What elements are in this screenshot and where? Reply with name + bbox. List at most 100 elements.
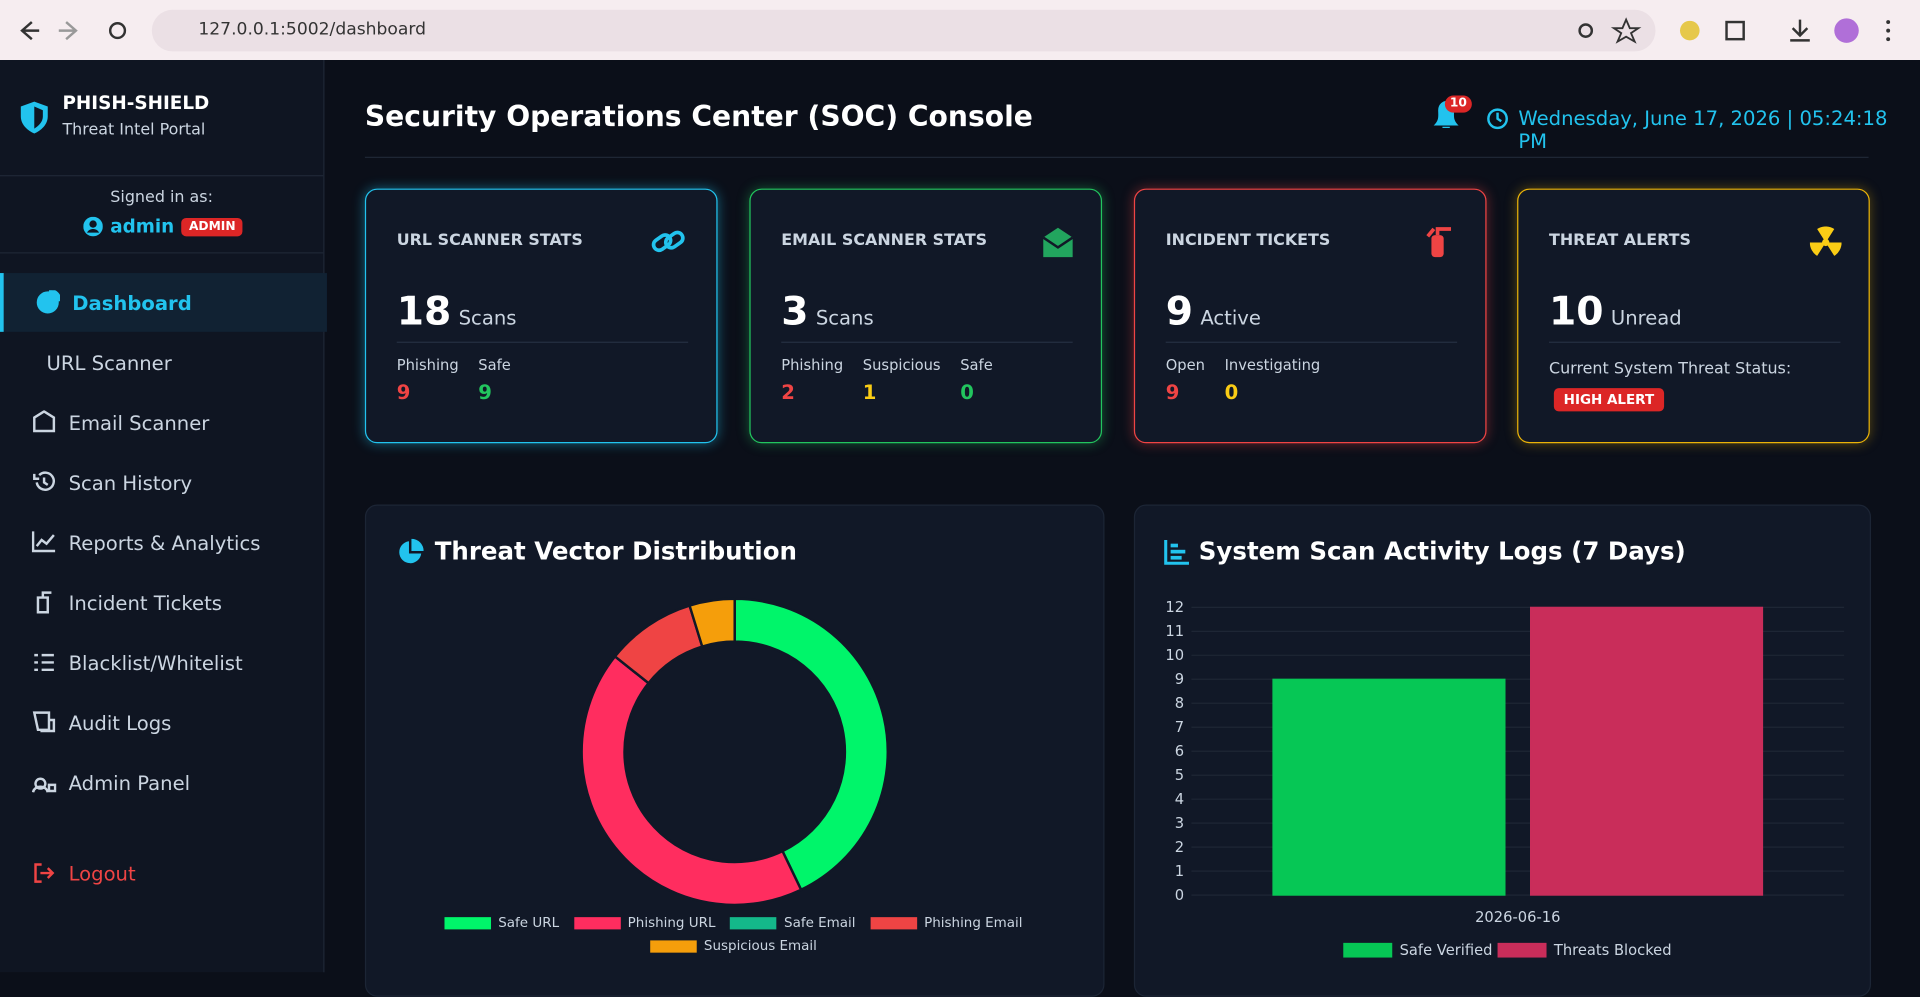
datetime: Wednesday, June 17, 2026 | 05:24:18 PM — [1518, 106, 1888, 154]
nav-icon-shape — [31, 531, 56, 553]
nav-icon-shape — [33, 410, 56, 433]
nav-icon — [36, 290, 61, 314]
nav-label[interactable]: Dashboard — [72, 290, 192, 315]
nav-icon — [32, 711, 56, 733]
stat-card: INCIDENT TICKETS 9 Active Open 9 Investiga… — [1133, 188, 1487, 444]
stat-value: 9 — [1165, 380, 1180, 405]
card-stats: Open 9 Investigating 0 — [1166, 356, 1321, 404]
nav-icon-shape — [34, 653, 54, 672]
chart-title: Threat Vector Distribution — [434, 536, 797, 566]
address-bar[interactable] — [151, 9, 1656, 52]
nav-item[interactable]: URL Scanner — [0, 333, 323, 392]
card-title: THREAT ALERTS — [1548, 231, 1691, 250]
extinguisher-icon — [1426, 227, 1452, 258]
bell[interactable] — [1430, 95, 1474, 135]
card-stats: Phishing 2 Suspicious 1 Safe 0 — [781, 356, 993, 404]
y-tick-label: 3 — [1175, 815, 1184, 832]
card-value: 18 — [396, 287, 452, 335]
card-title: URL SCANNER STATS — [396, 231, 583, 250]
bar-icon — [1164, 540, 1189, 565]
nav-label[interactable]: Email Scanner — [68, 410, 210, 435]
y-tick-label: 5 — [1175, 767, 1184, 784]
divider — [396, 341, 689, 343]
card-value-row: 18 Scans — [397, 288, 517, 335]
status-badge: HIGH ALERT — [1553, 388, 1664, 412]
legend-swatch — [870, 916, 917, 929]
x-tick-label: 2026-06-16 — [1475, 909, 1560, 926]
nav-label[interactable]: Audit Logs — [68, 710, 172, 735]
stat-value: 2 — [781, 380, 795, 405]
nav-item[interactable]: Audit Logs — [0, 693, 323, 752]
browser-icons[interactable] — [1567, 17, 1898, 44]
nav-label[interactable]: Scan History — [68, 470, 193, 495]
legend: Safe URL Phishing URL Safe Email Phishing E… — [440, 915, 1028, 954]
stat-card: URL SCANNER STATS 18 Scans Phishing 9 Safe… — [364, 188, 718, 444]
nav-icon — [31, 531, 56, 553]
chart-card: Threat Vector Distribution Safe URL Phish… — [364, 504, 1105, 997]
legend-label: Suspicious Email — [703, 937, 817, 954]
nav-item[interactable]: Blacklist/Whitelist — [0, 633, 323, 692]
donut-slice — [688, 597, 736, 649]
mail-icon — [1042, 227, 1074, 258]
legend-label: Phishing Email — [924, 914, 1023, 931]
url[interactable]: 127.0.0.1:5002/dashboard — [198, 19, 427, 40]
nav-icon — [33, 471, 55, 491]
logout-label[interactable]: Logout — [68, 861, 136, 885]
nav-label[interactable]: Blacklist/Whitelist — [68, 650, 243, 675]
card-title: EMAIL SCANNER STATS — [781, 231, 988, 250]
stat-label: Safe — [478, 356, 511, 374]
nav-icon — [31, 777, 57, 793]
logout[interactable]: Logout — [0, 844, 323, 903]
card-unit: Scans — [458, 306, 517, 330]
card-value-row: 3 Scans — [781, 288, 873, 335]
y-tick-label: 4 — [1175, 791, 1184, 808]
legend-label: Threats Blocked — [1553, 942, 1672, 959]
nav-item[interactable]: Reports & Analytics — [0, 513, 323, 572]
notification-count: 10 — [1449, 96, 1467, 111]
nav-icon — [33, 410, 56, 433]
divider — [781, 341, 1073, 343]
nav-label[interactable]: Incident Tickets — [68, 590, 222, 615]
nav-label[interactable]: Admin Panel — [68, 770, 191, 795]
logout-icon — [34, 863, 55, 883]
legend-swatch — [730, 916, 777, 929]
brand-subtitle: Threat Intel Portal — [62, 121, 206, 140]
role-badge: ADMIN — [181, 217, 243, 236]
nav-item[interactable]: Incident Tickets — [0, 573, 323, 632]
legend-item: Suspicious Email — [650, 938, 817, 954]
nav-item[interactable]: Email Scanner — [0, 393, 323, 452]
nav-item[interactable]: Dashboard — [0, 273, 327, 332]
divider — [0, 175, 324, 177]
nav-item[interactable]: Scan History — [0, 453, 323, 512]
y-tick-label: 2 — [1175, 839, 1184, 856]
divider — [1165, 341, 1458, 343]
legend-swatch — [650, 939, 697, 953]
divider — [364, 156, 1869, 158]
legend-swatch — [573, 916, 621, 929]
user-icon — [83, 216, 103, 237]
legend-label: Safe Email — [784, 914, 856, 931]
link-icon — [651, 230, 685, 253]
card-value-row: 10 Unread — [1549, 288, 1682, 335]
divider — [1548, 341, 1841, 343]
nav-icon-shape — [36, 591, 52, 614]
stat-label: Investigating — [1224, 356, 1321, 374]
legend-item: Phishing Email — [870, 914, 1023, 931]
radiation-icon — [1809, 226, 1842, 256]
stat-card: EMAIL SCANNER STATS 3 Scans Phishing 2 Sus… — [749, 188, 1103, 444]
card-value-row: 9 Active — [1166, 288, 1261, 335]
y-tick-label: 8 — [1175, 695, 1184, 712]
donut-slice — [733, 597, 889, 892]
nav-label[interactable]: Reports & Analytics — [68, 530, 261, 555]
legend-label: Safe URL — [498, 914, 560, 931]
nav-label[interactable]: URL Scanner — [46, 350, 172, 375]
legend-item: Safe Email — [730, 914, 856, 931]
nav-buttons[interactable] — [17, 20, 139, 42]
username: admin — [110, 215, 175, 238]
nav-item[interactable]: Admin Panel — [0, 753, 323, 812]
stat-label: Safe — [960, 356, 993, 374]
browser-toolbar: 127.0.0.1:5002/dashboard — [0, 0, 1920, 61]
stat-label: Phishing — [396, 356, 459, 374]
